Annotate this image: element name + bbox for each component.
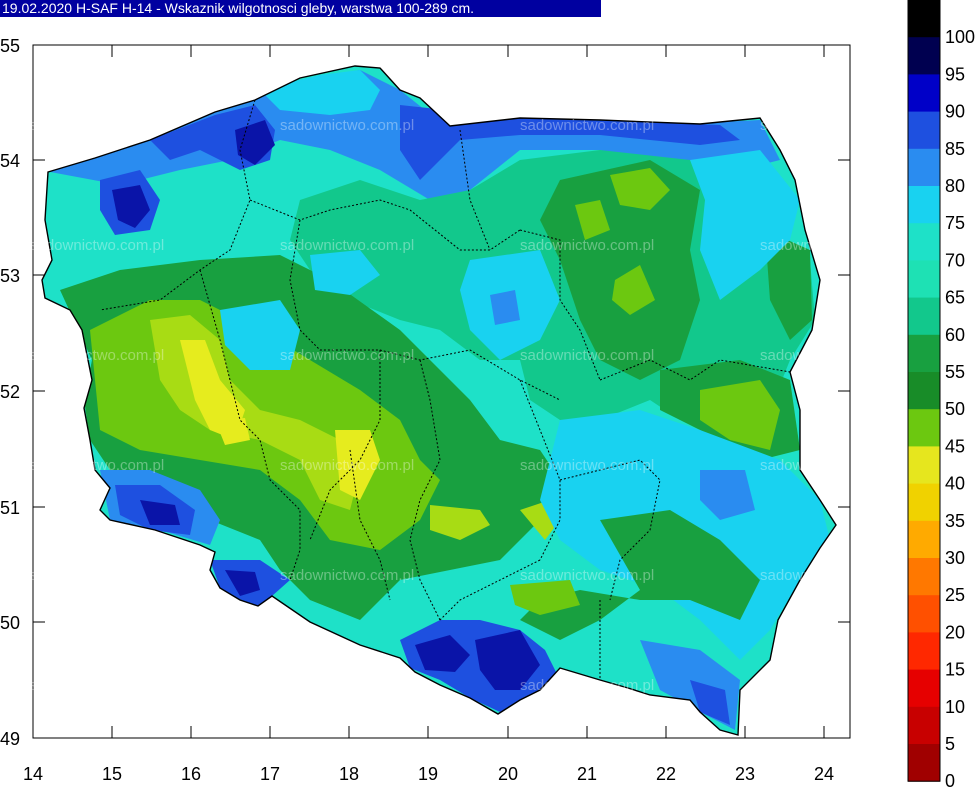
watermark-text: sadownictwo.com.pl	[280, 677, 414, 694]
lat-axis-labels: 55 54 53 52 51 50 49	[0, 36, 20, 749]
lon-label: 21	[577, 764, 597, 784]
legend-swatch	[908, 446, 940, 485]
legend-frame	[907, 0, 941, 782]
watermark-text: sadownictwo.com.pl	[760, 567, 894, 584]
legend-swatch	[908, 186, 940, 224]
legend-swatch	[908, 706, 940, 745]
legend-label: 30	[945, 548, 965, 568]
legend-swatch	[908, 111, 940, 150]
axis-ticks	[32, 44, 850, 739]
lon-label: 24	[814, 764, 834, 784]
legend-swatch	[908, 148, 940, 187]
watermark-text: sadownictwo.com.pl	[520, 457, 654, 474]
lon-label: 22	[656, 764, 676, 784]
lon-label: 20	[498, 764, 518, 784]
watermark-text: sadownictwo.com.pl	[760, 677, 894, 694]
lon-label: 15	[102, 764, 122, 784]
watermark-text: sadownictwo.com.pl	[760, 347, 894, 364]
watermark-text: sadownictwo.com.pl	[30, 567, 164, 584]
legend-swatch	[908, 483, 940, 522]
watermark-text: sadownictwo.com.pl	[520, 567, 654, 584]
legend-label: 90	[945, 102, 965, 122]
legend-label: 50	[945, 399, 965, 419]
poland-border	[41, 65, 837, 736]
watermark-text: sadownictwo.com.pl	[30, 117, 164, 134]
legend-label: 20	[945, 622, 965, 642]
lon-label: 14	[23, 764, 43, 784]
lat-label: 54	[0, 151, 20, 171]
legend-label: 85	[945, 139, 965, 159]
legend-label: 45	[945, 436, 965, 456]
legend-swatch	[908, 595, 940, 633]
lon-axis-labels: 14 15 16 17 18 19 20 21 22 23 24	[23, 764, 834, 784]
watermark-text: sadownictwo.com.pl	[520, 347, 654, 364]
lon-label: 17	[260, 764, 280, 784]
legend-label: 95	[945, 64, 965, 84]
watermarks: sadownictwo.com.pl sadownictwo.com.pl sa…	[30, 117, 894, 694]
legend-label: 80	[945, 176, 965, 196]
watermark-text: sadownictwo.com.pl	[760, 457, 894, 474]
legend-label: 5	[945, 734, 955, 754]
legend-label: 70	[945, 250, 965, 270]
watermark-text: sadownictwo.com.pl	[760, 117, 894, 134]
watermark-text: sadownictwo.com.pl	[280, 347, 414, 364]
watermark-text: sadownictwo.com.pl	[30, 347, 164, 364]
legend-label: 55	[945, 362, 965, 382]
watermark-text: sadownictwo.com.pl	[280, 117, 414, 134]
lon-label: 16	[181, 764, 201, 784]
legend-label: 0	[945, 771, 955, 791]
lat-label: 51	[0, 498, 20, 518]
lat-label: 50	[0, 613, 20, 633]
legend-swatch	[908, 558, 940, 596]
watermark-text: sadownictwo.com.pl	[30, 677, 164, 694]
legend-swatch	[908, 37, 940, 75]
legend-swatch	[908, 409, 940, 447]
voivodeship-borders	[99, 99, 791, 680]
legend-label: 25	[945, 585, 965, 605]
legend-label: 10	[945, 697, 965, 717]
legend-label: 35	[945, 511, 965, 531]
legend-swatch	[908, 297, 940, 336]
legend-swatch	[908, 223, 940, 261]
watermark-text: sadownictwo.com.pl	[760, 237, 894, 254]
color-legend: 1009590858075706560555045403530252015105…	[907, 0, 975, 791]
legend-swatch	[908, 260, 940, 299]
legend-label: 100	[945, 27, 975, 47]
legend-label: 65	[945, 288, 965, 308]
lon-label: 23	[735, 764, 755, 784]
lon-label: 19	[418, 764, 438, 784]
legend-label: 75	[945, 213, 965, 233]
legend-swatch	[908, 520, 940, 559]
watermark-text: sadownictwo.com.pl	[520, 677, 654, 694]
watermark-text: sadownictwo.com.pl	[280, 567, 414, 584]
legend-label: 60	[945, 325, 965, 345]
legend-label: 40	[945, 474, 965, 494]
legend-swatch	[908, 632, 940, 671]
watermark-text: sadownictwo.com.pl	[280, 237, 414, 254]
lat-label: 52	[0, 382, 20, 402]
legend-swatch	[908, 334, 940, 373]
lat-label: 53	[0, 266, 20, 286]
legend-swatch	[908, 0, 940, 38]
legend-swatch	[908, 74, 940, 113]
lat-label: 49	[0, 729, 20, 749]
lon-label: 18	[339, 764, 359, 784]
legend-swatch	[908, 372, 940, 410]
watermark-text: sadownictwo.com.pl	[520, 117, 654, 134]
map-title: 19.02.2020 H-SAF H-14 - Wskaznik wilgotn…	[0, 0, 601, 17]
legend-swatch	[908, 744, 940, 782]
watermark-text: sadownictwo.com.pl	[520, 237, 654, 254]
legend-swatch	[908, 669, 940, 708]
watermark-text: sadownictwo.com.pl	[30, 237, 164, 254]
watermark-text: sadownictwo.com.pl	[30, 457, 164, 474]
watermark-text: sadownictwo.com.pl	[280, 457, 414, 474]
lat-label: 55	[0, 36, 20, 56]
legend-label: 15	[945, 660, 965, 680]
